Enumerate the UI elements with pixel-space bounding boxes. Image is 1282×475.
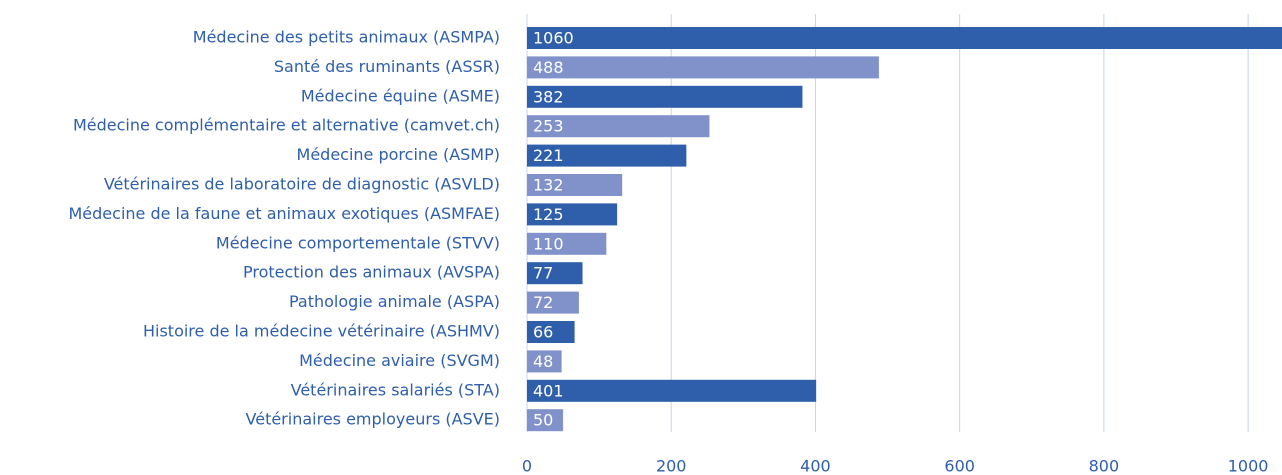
y-tick-label: Médecine de la faune et animaux exotique… (69, 204, 501, 223)
x-tick-label: 1000 (1228, 457, 1269, 475)
y-tick-label: Santé des ruminants (ASSR) (274, 57, 500, 76)
bar (527, 321, 575, 343)
data-label: 401 (533, 381, 564, 400)
bar (527, 291, 579, 314)
data-label: 48 (533, 352, 553, 371)
bar (527, 409, 564, 432)
data-label: 132 (533, 176, 564, 195)
data-label: 110 (533, 234, 564, 253)
y-tick-label: Médecine comportementale (STVV) (216, 233, 500, 252)
y-tick-label: Histoire de la médecine vétérinaire (ASH… (143, 322, 500, 341)
data-label: 221 (533, 146, 564, 165)
bar (527, 203, 618, 226)
bar (527, 56, 879, 79)
y-tick-label: Médecine aviaire (SVGM) (299, 351, 500, 370)
x-tick-label: 800 (1089, 457, 1120, 475)
bar (527, 379, 817, 402)
y-tick-label: Pathologie animale (ASPA) (289, 292, 500, 311)
bar (527, 115, 710, 138)
x-tick-label: 200 (656, 457, 687, 475)
data-label: 77 (533, 264, 553, 283)
bar (527, 262, 583, 285)
data-label: 1060 (533, 29, 574, 48)
data-label: 72 (533, 293, 553, 312)
y-tick-label: Vétérinaires de laboratoire de diagnosti… (104, 175, 500, 194)
x-tick-label: 400 (800, 457, 831, 475)
y-tick-label: Médecine des petits animaux (ASMPA) (193, 28, 500, 47)
data-label: 50 (533, 411, 553, 430)
y-tick-label: Protection des animaux (AVSPA) (243, 263, 500, 282)
data-label: 382 (533, 87, 564, 106)
data-label: 66 (533, 323, 553, 342)
bar (527, 27, 1282, 49)
data-label: 125 (533, 205, 564, 224)
y-tick-label: Vétérinaires employeurs (ASVE) (246, 410, 500, 429)
bar (527, 232, 607, 255)
y-tick-label: Médecine complémentaire et alternative (… (73, 116, 500, 135)
x-tick-label: 0 (522, 457, 532, 475)
y-tick-label: Médecine équine (ASME) (301, 86, 500, 105)
y-tick-label: Médecine porcine (ASMP) (297, 145, 500, 164)
data-label: 488 (533, 58, 564, 77)
bar (527, 174, 623, 196)
bar (527, 350, 562, 373)
bar (527, 144, 687, 167)
bar (527, 85, 803, 108)
data-label: 253 (533, 117, 564, 136)
y-tick-label: Vétérinaires salariés (STA) (291, 380, 500, 399)
x-tick-label: 600 (944, 457, 975, 475)
